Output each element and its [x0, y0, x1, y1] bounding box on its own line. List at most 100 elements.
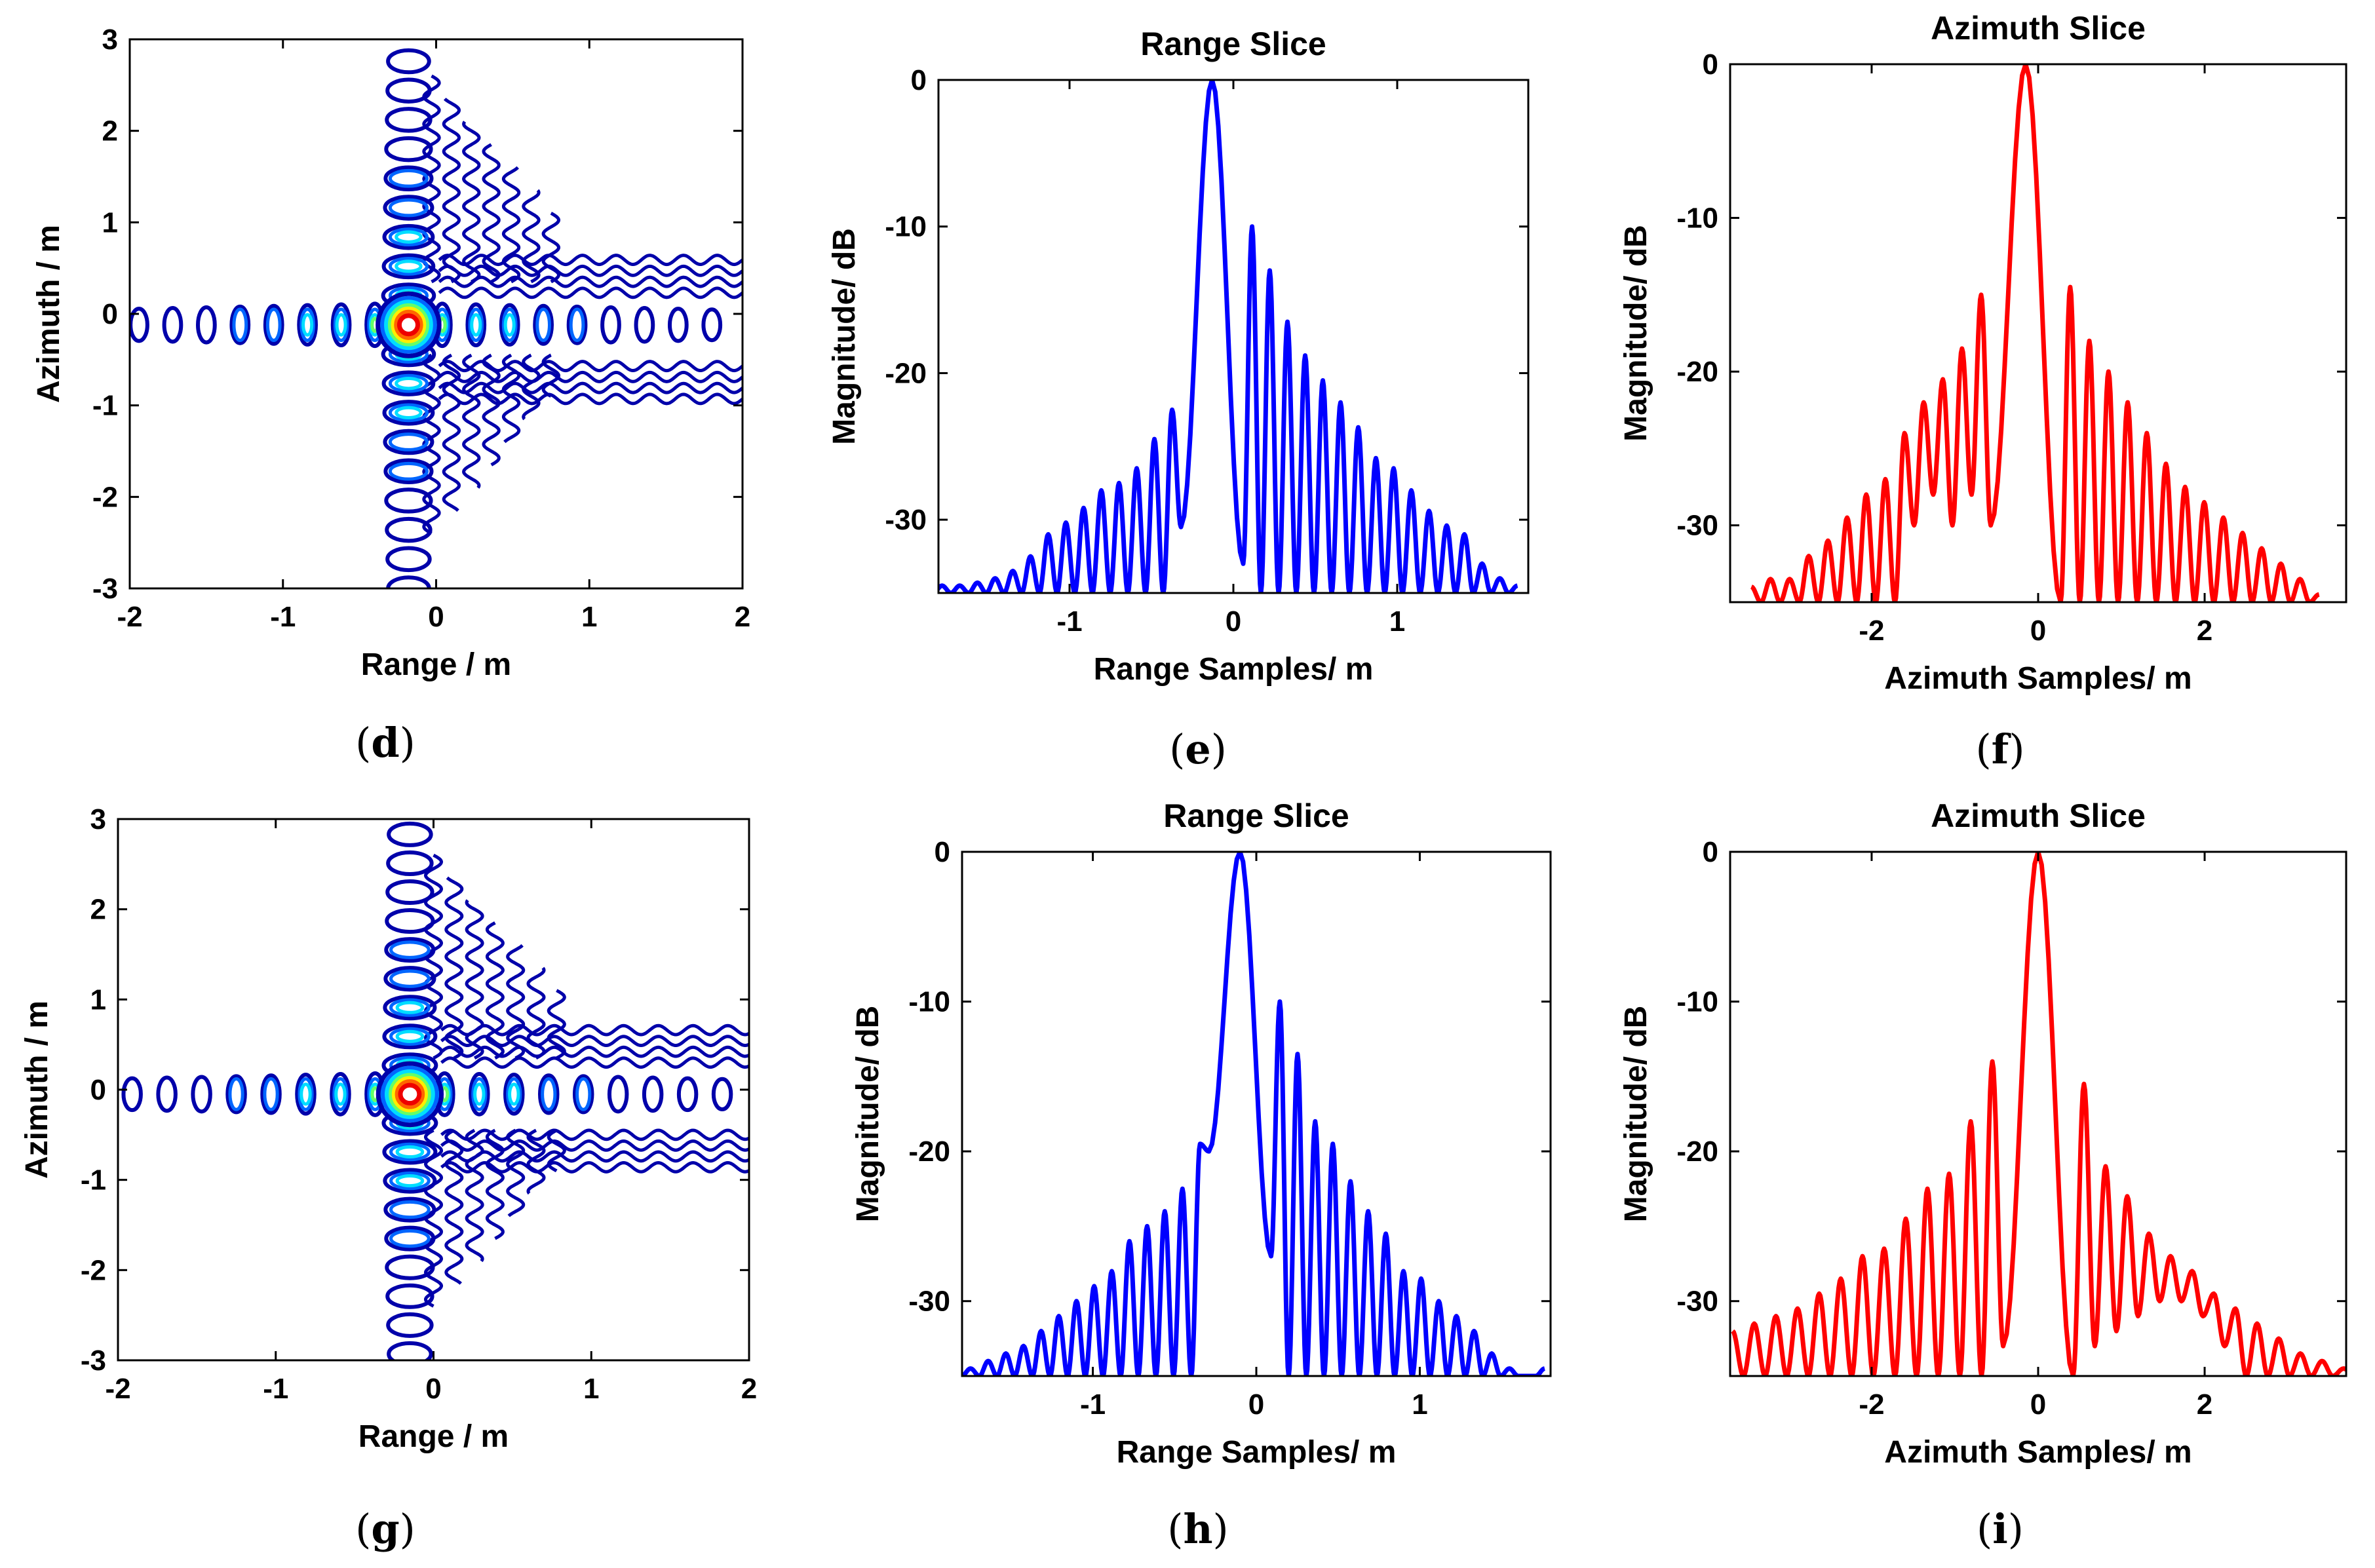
range-sidelobe-contour: [468, 307, 484, 343]
y-tick-label: 2: [90, 894, 106, 926]
contour-streak: [506, 944, 526, 1060]
range-sidelobe-contour: [572, 1074, 594, 1115]
y-tick-label: -3: [81, 1345, 106, 1377]
range-sidelobe-contour: [191, 1075, 212, 1114]
azimuth-sidelobe-contour: [388, 373, 429, 393]
range-sidelobe-contour: [503, 313, 516, 337]
range-sidelobe-contour: [575, 1077, 592, 1111]
x-tick-label: -2: [1859, 1388, 1884, 1421]
x-tick-label: -2: [105, 1373, 130, 1405]
azimuth-sidelobe-contour: [395, 259, 423, 273]
contour-streak: [438, 264, 743, 277]
contour-streak: [501, 166, 521, 284]
plot-area: [938, 80, 1519, 593]
y-axis-label: Magnitude/ dB: [851, 1006, 885, 1223]
contour-streak: [442, 98, 461, 284]
contour-streak: [440, 1139, 749, 1152]
mainlobe-contour: [380, 1065, 439, 1123]
y-tick-label: -30: [908, 1286, 950, 1318]
azimuth-sidelobe-contour: [386, 850, 434, 876]
range-sidelobe-contour: [711, 1077, 733, 1112]
series-line: [962, 852, 1547, 1376]
range-sidelobe-contour: [471, 1077, 488, 1111]
azimuth-sidelobe-contour: [383, 429, 434, 455]
range-sidelobe-contour: [469, 1072, 490, 1117]
azimuth-sidelobe-contour: [387, 1341, 433, 1360]
caption-close-paren: ): [1213, 1505, 1229, 1553]
azimuth-sidelobe-contour: [395, 230, 423, 244]
range-sidelobe-contour: [162, 306, 183, 344]
plot-area: [962, 852, 1547, 1376]
azimuth-sidelobe-contour: [389, 1229, 431, 1248]
x-axis-label: Range Samples/ m: [1094, 652, 1374, 687]
azimuth-sidelobe-contour: [386, 1312, 434, 1338]
azimuth-sidelobe-contour: [389, 1200, 431, 1219]
chart-title: Range Slice: [1140, 26, 1326, 62]
azimuth-sidelobe-contour: [388, 168, 429, 188]
mainlobe-contour: [384, 1069, 435, 1119]
azimuth-sidelobe-contour: [389, 1027, 431, 1046]
range-sidelobe-contour: [470, 313, 482, 337]
range-sidelobe-contour: [607, 1075, 629, 1114]
range-sidelobe-contour: [260, 1073, 282, 1115]
range-sidelobe-contour: [330, 302, 352, 348]
range-sidelobe-contour: [263, 303, 284, 346]
range-sidelobe-contour: [506, 1077, 522, 1111]
y-axis-label: Azimuth / m: [31, 225, 66, 403]
range-sidelobe-contour: [263, 1077, 279, 1111]
x-tick-label: -2: [117, 601, 142, 633]
range-sidelobe-contour: [566, 304, 588, 345]
azimuth-sidelobe-contour: [382, 1023, 438, 1050]
range-sidelobe-contour: [298, 1077, 314, 1111]
azimuth-sidelobe-contour: [383, 165, 434, 192]
contour-streak: [482, 143, 501, 284]
caption-close-paren: ): [2008, 1505, 2024, 1553]
y-tick-label: -10: [885, 211, 927, 243]
caption-open-paren: (: [1975, 725, 1991, 773]
range-sidelobe-contour: [225, 1074, 247, 1115]
azimuth-sidelobe-contour: [389, 940, 431, 959]
azimuth-sidelobe-contour: [395, 376, 423, 391]
range-sidelobe-contour: [499, 303, 520, 347]
y-axis-label: Magnitude/ dB: [827, 228, 862, 445]
y-tick-label: 0: [90, 1074, 106, 1106]
contour-streak: [440, 1160, 749, 1174]
range-sidelobe-contour: [297, 303, 319, 347]
azimuth-sidelobe-contour: [395, 1029, 425, 1043]
azimuth-sidelobe-contour: [388, 432, 429, 451]
contour-streak: [547, 989, 566, 1060]
azimuth-sidelobe-contour: [388, 198, 429, 218]
azimuth-sidelobe-contour: [381, 370, 436, 396]
contour-streak: [438, 392, 743, 406]
y-tick-label: -10: [1676, 202, 1718, 235]
y-tick-label: 2: [102, 115, 118, 147]
range-sidelobe-contour: [676, 1076, 699, 1113]
range-sidelobe-contour: [569, 307, 585, 343]
azimuth-sidelobe-contour: [383, 966, 436, 992]
contour-streak: [506, 1128, 526, 1217]
azimuth-sidelobe-contour: [384, 937, 436, 963]
range-sidelobe-contour: [600, 305, 621, 345]
mainlobe-contour: [380, 296, 437, 354]
azimuth-sidelobe-contour: [387, 821, 433, 847]
azimuth-sidelobe-contour: [385, 908, 435, 934]
azimuth-sidelobe-contour: [386, 48, 431, 75]
x-tick-label: 1: [1412, 1388, 1427, 1421]
contour-streak: [422, 74, 441, 284]
range-sidelobe-contour: [301, 313, 314, 337]
x-tick-label: 1: [583, 1373, 599, 1405]
panel-caption-g: (g): [355, 1505, 415, 1553]
azimuth-sidelobe-contour: [383, 195, 434, 221]
caption-close-paren: ): [400, 719, 415, 767]
x-tick-label: 0: [1226, 605, 1241, 638]
contour-streak: [526, 1128, 546, 1195]
azimuth-sidelobe-contour: [382, 223, 435, 250]
y-tick-label: -10: [1676, 986, 1718, 1018]
caption-close-paren: ): [400, 1505, 415, 1553]
panel-caption-h: (h): [1167, 1505, 1228, 1553]
contour-streak: [440, 1150, 749, 1163]
range-sidelobe-contour: [508, 1082, 520, 1106]
